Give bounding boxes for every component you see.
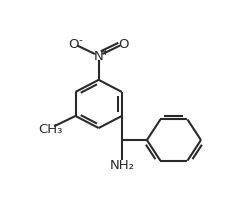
Text: O: O (68, 38, 79, 51)
Text: -: - (78, 35, 82, 45)
Text: NH₂: NH₂ (109, 158, 134, 171)
Text: CH₃: CH₃ (38, 122, 62, 135)
Text: N: N (94, 50, 104, 63)
Text: O: O (119, 38, 129, 51)
Text: +: + (101, 47, 110, 57)
